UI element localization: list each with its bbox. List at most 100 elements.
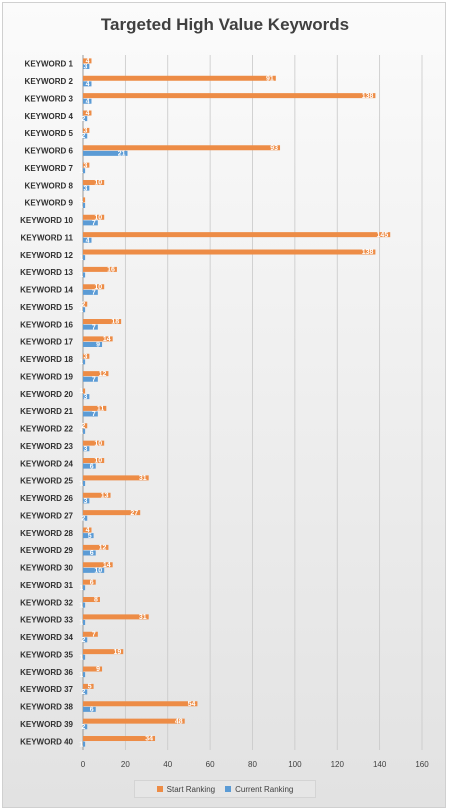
chart-title: Targeted High Value Keywords bbox=[100, 15, 350, 34]
chart-frame bbox=[2, 2, 446, 808]
bar bbox=[83, 110, 92, 116]
x-tick-label: 40 bbox=[163, 760, 172, 769]
data-label: 2 bbox=[81, 133, 85, 140]
data-label: 2 bbox=[81, 301, 85, 308]
data-label: 4 bbox=[86, 81, 90, 88]
bar bbox=[83, 631, 98, 637]
data-label: 8 bbox=[94, 597, 98, 604]
category-label: KEYWORD 10 bbox=[20, 216, 73, 225]
category-label: KEYWORD 1 bbox=[25, 60, 74, 69]
category-label: KEYWORD 23 bbox=[20, 442, 73, 451]
bar bbox=[83, 388, 86, 394]
data-label: 10 bbox=[94, 568, 102, 575]
category-label: KEYWORD 9 bbox=[25, 199, 74, 208]
bar bbox=[83, 371, 109, 377]
bar bbox=[83, 515, 88, 521]
legend-item-current-ranking: Current Ranking bbox=[225, 785, 293, 794]
x-tick-label: 0 bbox=[81, 760, 86, 769]
data-label: 12 bbox=[99, 371, 107, 378]
category-label: KEYWORD 39 bbox=[20, 720, 73, 729]
bar bbox=[83, 411, 98, 417]
bar bbox=[83, 672, 86, 678]
category-label: KEYWORD 14 bbox=[20, 286, 73, 295]
category-label: KEYWORD 31 bbox=[20, 581, 73, 590]
bar bbox=[83, 736, 156, 742]
bar bbox=[83, 654, 86, 660]
x-tick-label: 60 bbox=[206, 760, 215, 769]
data-label: 16 bbox=[107, 267, 115, 274]
category-label: KEYWORD 40 bbox=[20, 737, 73, 746]
category-label: KEYWORD 15 bbox=[20, 303, 73, 312]
bar bbox=[83, 544, 109, 550]
bar bbox=[83, 475, 149, 481]
category-label: KEYWORD 11 bbox=[21, 233, 74, 242]
data-label: 2 bbox=[81, 116, 85, 123]
bar bbox=[83, 394, 90, 400]
x-tick-label: 20 bbox=[121, 760, 130, 769]
bar bbox=[83, 376, 98, 382]
data-label: 3 bbox=[83, 394, 87, 401]
bar bbox=[83, 319, 122, 325]
data-label: 10 bbox=[94, 440, 102, 447]
category-label: KEYWORD 8 bbox=[25, 181, 74, 190]
bar bbox=[83, 266, 117, 272]
category-label: KEYWORD 18 bbox=[20, 355, 73, 364]
data-label: 14 bbox=[103, 336, 111, 343]
bar bbox=[83, 614, 149, 620]
category-label: KEYWORD 24 bbox=[20, 459, 73, 468]
category-label: KEYWORD 25 bbox=[20, 477, 73, 486]
legend-item-start-ranking: Start Ranking bbox=[156, 785, 215, 794]
category-label: KEYWORD 36 bbox=[20, 668, 73, 677]
x-tick-label: 140 bbox=[373, 760, 387, 769]
category-label: KEYWORD 29 bbox=[20, 546, 73, 555]
data-label: 91 bbox=[266, 75, 274, 82]
legend: Start Ranking Current Ranking bbox=[134, 780, 316, 798]
data-label: 9 bbox=[96, 342, 100, 349]
category-label: KEYWORD 3 bbox=[25, 94, 74, 103]
data-label: 11 bbox=[97, 406, 105, 413]
data-label: 1 bbox=[79, 654, 83, 661]
bar bbox=[83, 567, 105, 573]
bar bbox=[83, 185, 90, 191]
bar bbox=[83, 683, 94, 689]
category-label: KEYWORD 20 bbox=[20, 390, 73, 399]
category-label: KEYWORD 21 bbox=[20, 407, 73, 416]
bar bbox=[83, 706, 96, 712]
data-label: 3 bbox=[83, 446, 87, 453]
bar bbox=[83, 237, 92, 243]
data-label: 9 bbox=[96, 666, 100, 673]
category-label: KEYWORD 5 bbox=[25, 129, 74, 138]
bar bbox=[83, 93, 376, 99]
category-label: KEYWORD 34 bbox=[20, 633, 73, 642]
bar bbox=[83, 180, 105, 186]
bar bbox=[83, 98, 92, 104]
category-label: KEYWORD 19 bbox=[20, 372, 73, 381]
data-label: 3 bbox=[83, 353, 87, 360]
data-label: 7 bbox=[92, 290, 96, 297]
category-label: KEYWORD 35 bbox=[20, 650, 73, 659]
bar bbox=[83, 562, 113, 568]
data-label: 21 bbox=[118, 151, 126, 158]
data-label: 14 bbox=[103, 562, 111, 569]
category-label: KEYWORD 6 bbox=[25, 147, 74, 156]
bar bbox=[83, 81, 92, 87]
bar bbox=[83, 289, 98, 295]
bar bbox=[83, 284, 105, 290]
data-label: 3 bbox=[83, 128, 87, 135]
data-label: 3 bbox=[83, 162, 87, 169]
category-label: KEYWORD 28 bbox=[20, 529, 73, 538]
bar bbox=[83, 428, 86, 434]
category-label: KEYWORD 22 bbox=[20, 425, 73, 434]
data-label: 6 bbox=[90, 579, 94, 586]
data-label: 1 bbox=[79, 272, 83, 279]
category-labels: KEYWORD 1 KEYWORD 2 KEYWORD 3 KEYWORD 4 KEYW… bbox=[20, 60, 73, 747]
x-tick-label: 100 bbox=[288, 760, 302, 769]
bar bbox=[83, 527, 92, 533]
data-label: 54 bbox=[188, 701, 196, 708]
data-label: 4 bbox=[86, 58, 90, 65]
bar bbox=[83, 492, 111, 498]
data-label: 138 bbox=[362, 249, 374, 256]
data-label: 7 bbox=[92, 631, 96, 638]
gridlines bbox=[82, 55, 423, 750]
bar bbox=[83, 307, 86, 313]
